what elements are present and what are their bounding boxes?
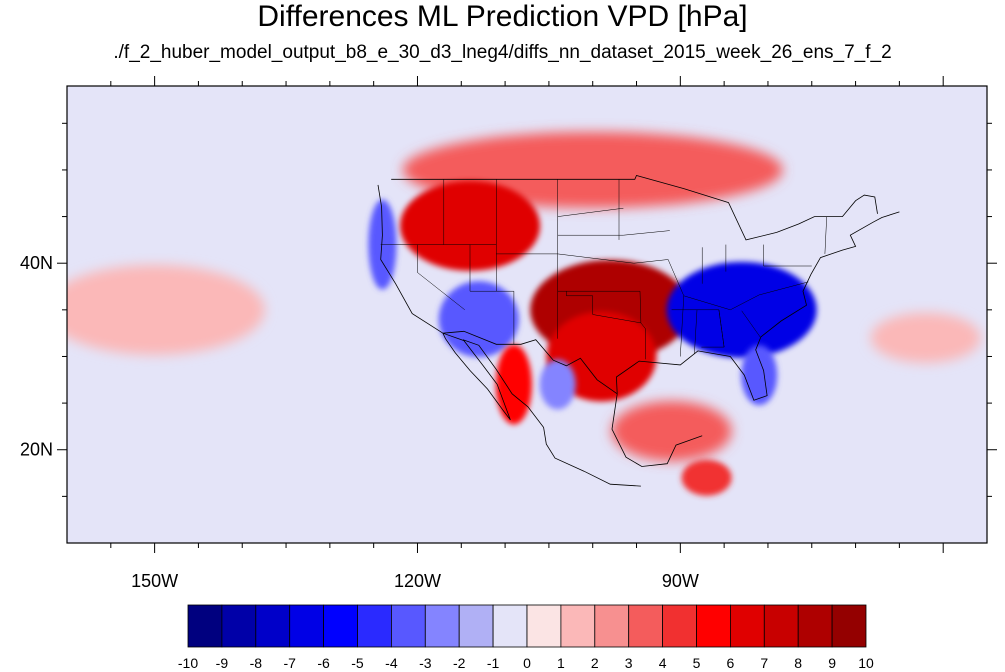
- colorbar-label: -4: [385, 655, 398, 671]
- field-mexico-coast-positive: [495, 344, 532, 425]
- country-state-boundaries: [377, 175, 900, 487]
- colorbar-box: [323, 604, 358, 648]
- state-boundary: [566, 291, 641, 324]
- state-boundary: [639, 291, 646, 360]
- x-tick-label: 90W: [662, 571, 699, 591]
- field-atlantic-south-positive: [870, 312, 981, 363]
- boundary-line: [391, 175, 878, 241]
- colorbar-label: 2: [591, 655, 599, 671]
- y-tick-label: 40N: [20, 253, 53, 273]
- colorbar-label: 8: [794, 655, 802, 671]
- colorbar-label: -7: [283, 655, 296, 671]
- colorbar-label: 5: [693, 655, 701, 671]
- colorbar-label: 9: [828, 655, 836, 671]
- colorbar-box: [560, 604, 596, 648]
- colorbar-label: 6: [727, 655, 735, 671]
- state-boundary: [718, 309, 725, 348]
- colorbar-label: -9: [216, 655, 229, 671]
- colorbar: -10 -9 -8 -7 -6 -5 -4 -3 -2 -1 0 1 2 3 4 5 6 7 8 9 10: [178, 604, 874, 671]
- colorbar-box: [628, 604, 664, 648]
- colorbar-box: [730, 604, 765, 648]
- field-southwest-negative: [438, 281, 519, 358]
- colorbar-box: [424, 604, 460, 648]
- x-tick-label: 150W: [131, 571, 178, 591]
- boundary-line: [611, 393, 703, 467]
- boundary-line: [377, 184, 511, 421]
- state-boundary: [557, 230, 670, 236]
- colorbar-label: -8: [250, 655, 263, 671]
- state-boundary: [763, 244, 812, 267]
- colorbar-label: 3: [625, 655, 633, 671]
- y-tick-label: 20N: [20, 440, 53, 460]
- field-northwest-positive: [400, 180, 541, 271]
- colorbar-label: -2: [453, 655, 466, 671]
- state-boundary: [417, 244, 465, 310]
- boundary-line: [442, 330, 618, 395]
- colorbar-box: [696, 604, 731, 648]
- colorbar-box: [831, 604, 867, 648]
- colorbar-box: [221, 604, 257, 648]
- field-central-pacific-positive: [67, 264, 265, 355]
- colorbar-box: [390, 604, 426, 648]
- chart-subtitle: ./f_2_huber_model_output_b8_e_30_d3_lneg…: [113, 42, 892, 63]
- colorbar-box: [797, 604, 833, 648]
- state-boundary: [496, 253, 634, 264]
- x-tick-label: 120W: [394, 571, 441, 591]
- colorbar-label: -5: [351, 655, 364, 671]
- state-boundary: [694, 309, 698, 354]
- field-atlantic-east-negative: [865, 241, 986, 322]
- field-pacific-tropics-negative: [78, 401, 319, 462]
- colorbar-box: [763, 604, 799, 648]
- state-boundary: [824, 216, 827, 254]
- chart-title: Differences ML Prediction VPD [hPa]: [257, 0, 748, 33]
- colorbar-label: 1: [557, 655, 565, 671]
- colorbar-box: [662, 604, 697, 648]
- field-caribbean-positive: [681, 459, 732, 496]
- colorbar-box: [255, 604, 291, 648]
- state-boundary: [680, 295, 685, 357]
- colorbar-label: 0: [523, 655, 531, 671]
- field-gulf-mexico-positive: [611, 401, 732, 462]
- boundary-line: [462, 339, 641, 487]
- map-ticks: 150W 120W 90W 40N 20N: [20, 76, 997, 591]
- colorbar-box: [526, 604, 562, 648]
- field-southeast-negative: [666, 261, 817, 358]
- colorbar-label: -1: [487, 655, 500, 671]
- colorbar-box: [492, 604, 528, 648]
- map-frame: [66, 85, 988, 544]
- colorbar-box: [289, 604, 325, 648]
- colorbar-label: -3: [419, 655, 432, 671]
- colorbar-label: 7: [760, 655, 768, 671]
- state-boundary: [469, 244, 515, 345]
- field-florida-negative: [741, 345, 778, 406]
- colorbar-box: [357, 604, 392, 648]
- field-mexico-interior-negative: [539, 359, 576, 410]
- colorbar-box: [458, 604, 494, 648]
- state-boundary: [557, 207, 624, 217]
- state-boundary: [633, 259, 809, 311]
- colorbar-box: [594, 604, 630, 648]
- colorbar-box: [187, 604, 223, 648]
- boundary-line: [615, 211, 900, 401]
- colorbar-label: -6: [317, 655, 330, 671]
- colorbar-label: 4: [659, 655, 667, 671]
- vpd-difference-field: [67, 86, 987, 543]
- colorbar-label: -10: [178, 655, 198, 671]
- state-boundary: [741, 310, 761, 338]
- colorbar-label: 10: [858, 655, 874, 671]
